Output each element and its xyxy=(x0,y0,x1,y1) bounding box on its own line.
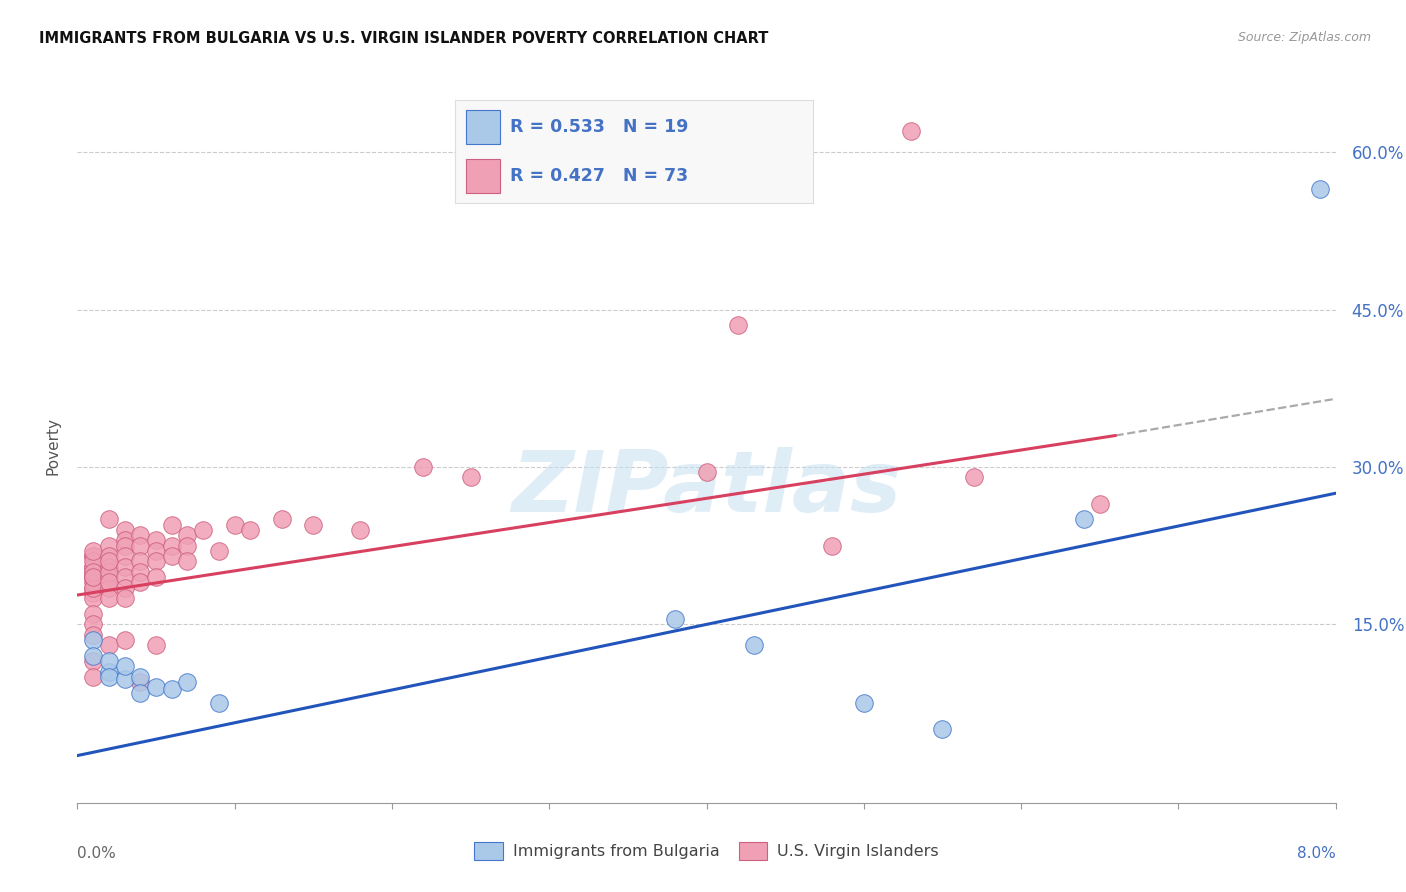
Point xyxy=(82,570,104,584)
Point xyxy=(176,528,198,542)
Point xyxy=(114,591,136,606)
Point xyxy=(224,517,246,532)
Point xyxy=(191,523,215,537)
Point xyxy=(1073,512,1095,526)
Point xyxy=(82,607,104,621)
Point xyxy=(97,570,120,584)
Point xyxy=(82,549,104,564)
Point xyxy=(900,124,922,138)
Point xyxy=(160,539,183,553)
Point xyxy=(145,544,167,558)
Point xyxy=(82,565,104,579)
Point xyxy=(129,670,152,684)
Point xyxy=(1088,497,1111,511)
Point xyxy=(963,470,986,484)
Point xyxy=(160,549,183,564)
Point xyxy=(696,465,718,479)
Point xyxy=(97,654,120,668)
Point xyxy=(349,523,371,537)
Point xyxy=(176,539,198,553)
Point xyxy=(129,675,152,690)
Legend: Immigrants from Bulgaria, U.S. Virgin Islanders: Immigrants from Bulgaria, U.S. Virgin Is… xyxy=(468,836,945,866)
Text: 0.0%: 0.0% xyxy=(77,846,117,861)
Point xyxy=(114,581,136,595)
Point xyxy=(82,633,104,648)
Point xyxy=(145,570,167,584)
Point xyxy=(97,665,120,679)
Point xyxy=(97,565,120,579)
Point xyxy=(129,554,152,568)
Point xyxy=(852,696,875,710)
Point xyxy=(742,639,765,653)
Point xyxy=(82,648,104,663)
Point xyxy=(82,586,104,600)
Point xyxy=(302,517,325,532)
Point xyxy=(821,539,844,553)
Point xyxy=(1309,182,1331,196)
Point xyxy=(114,533,136,548)
Point xyxy=(82,544,104,558)
Point xyxy=(239,523,262,537)
Point xyxy=(97,639,120,653)
Point xyxy=(114,523,136,537)
Point xyxy=(97,512,120,526)
Point xyxy=(82,581,104,595)
Point xyxy=(97,670,120,684)
Point xyxy=(82,670,104,684)
Point xyxy=(145,681,167,695)
Point xyxy=(82,591,104,606)
Point xyxy=(97,539,120,553)
Point xyxy=(176,675,198,690)
Point xyxy=(129,565,152,579)
Point xyxy=(114,633,136,648)
Point xyxy=(114,549,136,564)
Point xyxy=(160,682,183,697)
Point xyxy=(208,696,231,710)
Point xyxy=(82,570,104,584)
Point xyxy=(114,570,136,584)
Point xyxy=(82,570,104,584)
Point xyxy=(97,554,120,568)
Point xyxy=(129,528,152,542)
Point xyxy=(145,554,167,568)
Text: ZIPatlas: ZIPatlas xyxy=(512,447,901,531)
Point xyxy=(412,460,434,475)
Point xyxy=(129,685,152,699)
Point xyxy=(664,612,686,626)
Point xyxy=(97,591,120,606)
Point xyxy=(82,628,104,642)
Point xyxy=(145,639,167,653)
Point xyxy=(82,617,104,632)
Point xyxy=(82,559,104,574)
Point xyxy=(727,318,749,333)
Point xyxy=(931,723,953,737)
Point xyxy=(114,672,136,686)
Point xyxy=(82,654,104,668)
Point xyxy=(176,554,198,568)
Point xyxy=(82,565,104,579)
Point xyxy=(114,539,136,553)
Point xyxy=(97,559,120,574)
Y-axis label: Poverty: Poverty xyxy=(45,417,60,475)
Point xyxy=(82,554,104,568)
Point xyxy=(114,659,136,673)
Point xyxy=(145,533,167,548)
Text: 8.0%: 8.0% xyxy=(1296,846,1336,861)
Point xyxy=(82,581,104,595)
Point xyxy=(160,517,183,532)
Point xyxy=(97,549,120,564)
Point xyxy=(208,544,231,558)
Point xyxy=(82,549,104,564)
Text: IMMIGRANTS FROM BULGARIA VS U.S. VIRGIN ISLANDER POVERTY CORRELATION CHART: IMMIGRANTS FROM BULGARIA VS U.S. VIRGIN … xyxy=(39,31,769,46)
Point xyxy=(270,512,292,526)
Text: Source: ZipAtlas.com: Source: ZipAtlas.com xyxy=(1237,31,1371,45)
Point xyxy=(129,539,152,553)
Point xyxy=(82,575,104,590)
Point xyxy=(129,575,152,590)
Point xyxy=(97,575,120,590)
Point xyxy=(82,559,104,574)
Point xyxy=(460,470,482,484)
Point xyxy=(97,581,120,595)
Point xyxy=(114,559,136,574)
